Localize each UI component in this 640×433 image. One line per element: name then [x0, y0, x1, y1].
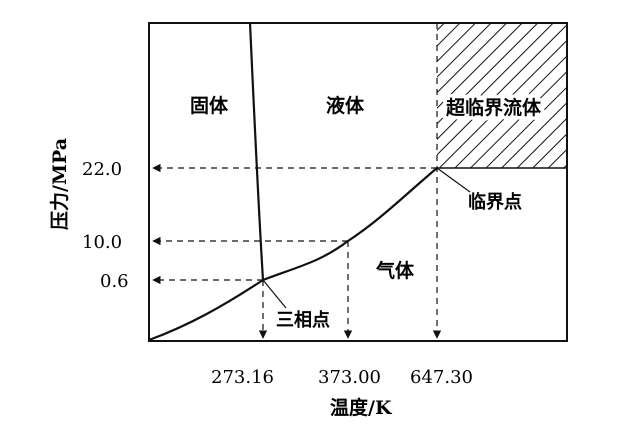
y-tick-0.6: 0.6 [100, 271, 129, 292]
supercritical-hatch [437, 23, 567, 168]
y-tick-10: 10.0 [82, 232, 122, 253]
x-tick-373: 373.00 [318, 367, 381, 388]
x-tick-647: 647.30 [410, 367, 473, 388]
region-supercritical: 超临界流体 [445, 96, 542, 119]
region-gas: 气体 [375, 259, 415, 282]
y-tick-22: 22.0 [82, 159, 122, 180]
triple-point-label: 三相点 [276, 309, 330, 331]
x-tick-273: 273.16 [211, 367, 274, 388]
region-solid: 固体 [190, 94, 229, 117]
triple-point-leader [263, 280, 286, 308]
y-axis-title: 压力/MPa [48, 138, 71, 230]
critical-point-leader [437, 168, 470, 192]
critical-point-label: 临界点 [468, 191, 522, 213]
region-liquid: 液体 [326, 94, 365, 117]
x-axis-title: 温度/K [330, 396, 393, 419]
